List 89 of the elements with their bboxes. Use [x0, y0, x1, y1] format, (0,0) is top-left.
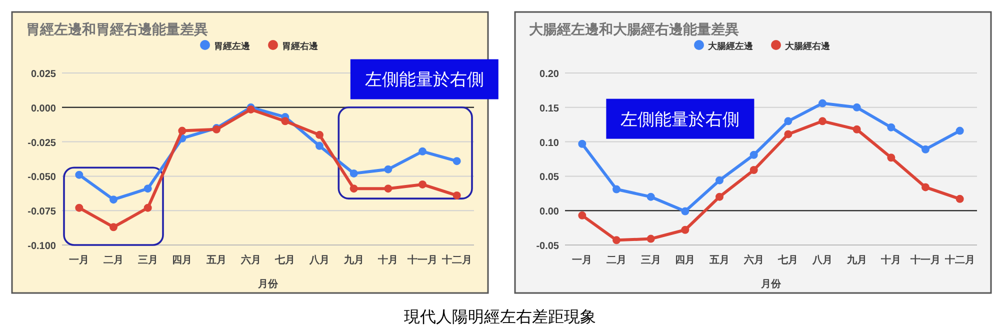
text: 現代人陽明經左右差距現象: [404, 308, 596, 326]
point: [852, 103, 861, 112]
y-tick-label: -0.075: [28, 206, 56, 218]
x-tick-label: 六月: [240, 254, 261, 266]
point: [784, 117, 792, 126]
point: [384, 184, 392, 193]
y-tick-label: -0.025: [28, 138, 56, 149]
point: [316, 142, 324, 150]
y-tick-label: 0.025: [30, 69, 56, 80]
point: [956, 194, 964, 203]
point: [612, 236, 620, 244]
chart-title: 大腸經左邊和大腸經右邊能量差異: [529, 21, 739, 37]
point: [418, 180, 426, 188]
point: [716, 176, 724, 184]
point: [75, 170, 84, 179]
x-tick-label: 六月: [742, 254, 764, 266]
point: [452, 157, 461, 166]
point: [144, 204, 152, 212]
point: [922, 145, 930, 154]
point: [956, 126, 964, 135]
x-tick-label: 三月: [138, 255, 158, 266]
x-tick-label: 三月: [640, 255, 661, 266]
y-tick-label: -0.050: [28, 172, 56, 184]
x-tick-label: 十一月: [406, 254, 438, 266]
annotation: 左側能量於右側: [620, 110, 740, 129]
x-tick-label: 十二月: [944, 254, 975, 266]
point: [350, 184, 358, 193]
point: [144, 184, 152, 193]
x-tick-label: 八月: [812, 254, 832, 266]
x-axis-title: 月份: [257, 278, 279, 290]
point: [350, 169, 358, 178]
chart-title: 胃經左邊和胃經右邊能量差異: [26, 21, 208, 37]
point: [716, 192, 724, 201]
y-tick-label: 0.05: [540, 172, 560, 184]
x-tick-label: 七月: [777, 254, 798, 266]
x-tick-label: 十一月: [910, 254, 940, 266]
x-tick-label: 五月: [206, 255, 226, 266]
x-tick-label: 一月: [572, 255, 592, 266]
y-tick-label: 0.20: [540, 69, 560, 80]
x-tick-label: 一月: [69, 255, 90, 266]
point: [316, 130, 324, 139]
x-tick-label: 九月: [846, 254, 867, 266]
point: [887, 123, 896, 132]
y-tick-label: -0.100: [28, 241, 56, 252]
point: [612, 185, 620, 194]
x-tick-label: 五月: [708, 255, 730, 266]
legend-label: 大腸經左邊: [708, 41, 754, 51]
legend-label: 胃經左邊: [214, 41, 251, 51]
point: [418, 147, 426, 156]
point: [887, 154, 896, 162]
legend-label: 大腸經右邊: [785, 41, 831, 51]
point: [818, 117, 826, 126]
x-tick-label: 十月: [377, 254, 398, 266]
y-tick-label: 0.10: [540, 138, 560, 149]
legend-label: 胃經右邊: [282, 41, 319, 51]
point: [646, 192, 655, 201]
point: [110, 223, 118, 232]
x-tick-label: 四月: [675, 255, 696, 266]
y-tick-label: 0.15: [540, 103, 560, 114]
point: [578, 140, 586, 148]
x-tick-label: 二月: [104, 255, 124, 266]
x-tick-label: 八月: [308, 254, 330, 266]
point: [110, 196, 118, 204]
annotation: 左側能量於右側: [364, 70, 484, 90]
x-tick-label: 七月: [274, 254, 296, 266]
x-tick-label: 九月: [342, 254, 364, 266]
point: [384, 165, 392, 174]
y-tick-label: 0.00: [540, 206, 560, 218]
point: [852, 125, 861, 134]
point: [922, 183, 930, 192]
point: [75, 204, 84, 212]
x-axis-title: 月份: [760, 278, 782, 290]
x-tick-label: 二月: [606, 255, 626, 266]
point: [646, 234, 655, 243]
y-tick-label: 0.000: [30, 103, 56, 114]
point: [784, 130, 792, 138]
x-tick-label: 十二月: [440, 254, 472, 266]
point: [578, 211, 586, 220]
x-tick-label: 四月: [172, 255, 192, 266]
x-tick-label: 十月: [880, 254, 902, 266]
point: [750, 166, 758, 174]
point: [681, 207, 690, 216]
point: [750, 150, 758, 159]
point: [818, 99, 826, 108]
y-tick-label: -0.05: [536, 241, 560, 252]
point: [178, 126, 186, 135]
point: [452, 191, 461, 200]
point: [281, 117, 290, 126]
point: [681, 226, 690, 234]
